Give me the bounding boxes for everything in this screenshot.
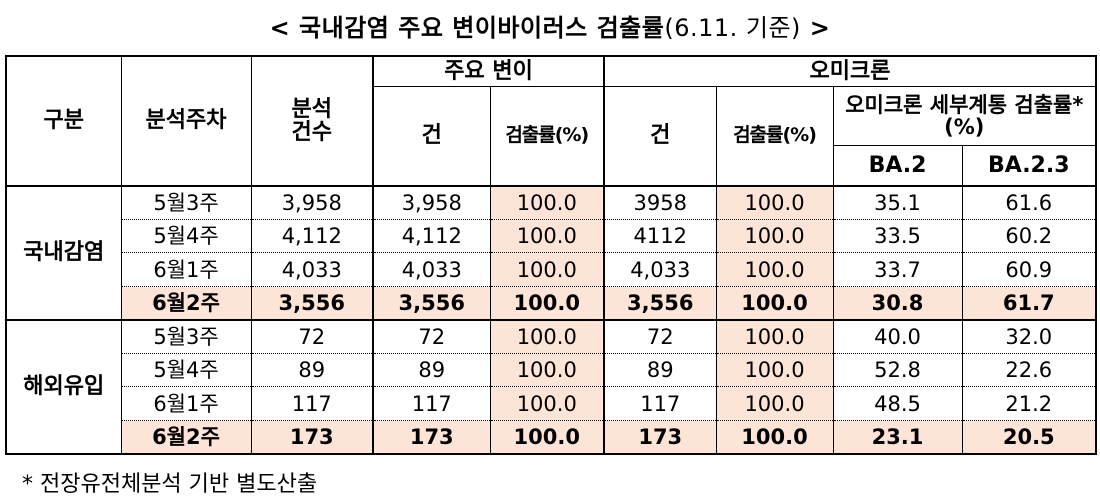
cell-week: 5월4주 bbox=[120, 218, 252, 254]
cell-count: 3,958 bbox=[250, 184, 374, 220]
header-count: 분석 건수 bbox=[250, 55, 374, 187]
cell-ba2: 52.8 bbox=[832, 352, 963, 388]
cell-count: 72 bbox=[250, 318, 374, 354]
cell-week: 6월2주 bbox=[120, 285, 252, 321]
cell-om-rate: 100.0 bbox=[715, 285, 834, 321]
cell-ba23: 61.6 bbox=[961, 184, 1097, 220]
header-om-rate: 검출률(%) bbox=[715, 85, 834, 187]
cell-ba2: 23.1 bbox=[832, 419, 963, 455]
cell-om-rate: 100.0 bbox=[715, 252, 834, 287]
cell-count: 3,556 bbox=[250, 285, 374, 321]
cell-mv-cases: 89 bbox=[372, 352, 491, 388]
title-main: < 국내감염 주요 변이바이러스 검출률 bbox=[269, 14, 665, 42]
header-mv-rate: 검출률(%) bbox=[489, 85, 605, 187]
cell-mv-rate: 100.0 bbox=[489, 386, 605, 421]
cell-ba23: 61.7 bbox=[961, 285, 1097, 321]
cell-week: 6월1주 bbox=[120, 252, 252, 287]
cell-mv-rate: 100.0 bbox=[489, 318, 605, 354]
header-subtype: 오미크론 세부계통 검출률*(%) bbox=[832, 85, 1097, 146]
cell-ba2: 33.7 bbox=[832, 252, 963, 287]
header-om-cases: 건 bbox=[603, 85, 717, 187]
cell-ba23: 60.9 bbox=[961, 252, 1097, 287]
cell-om-rate: 100.0 bbox=[715, 352, 834, 388]
table-row: 6월2주 3,556 3,556 100.0 3,556 100.0 30.8 … bbox=[6, 285, 1097, 321]
table-row: 6월1주 117 117 100.0 117 100.0 48.5 21.2 bbox=[6, 386, 1097, 421]
table-row: 5월4주 4,112 4,112 100.0 4112 100.0 33.5 6… bbox=[6, 218, 1097, 254]
cell-om-cases: 173 bbox=[603, 419, 717, 455]
cell-om-cases: 3,556 bbox=[603, 285, 717, 321]
table-row: 6월1주 4,033 4,033 100.0 4,033 100.0 33.7 … bbox=[6, 252, 1097, 287]
cell-ba23: 60.2 bbox=[961, 218, 1097, 254]
title-basis: (6.11. 기준) bbox=[664, 14, 801, 42]
cell-mv-rate: 100.0 bbox=[489, 419, 605, 455]
cell-count: 4,112 bbox=[250, 218, 374, 254]
cell-week: 5월3주 bbox=[120, 184, 252, 220]
header-mv-cases: 건 bbox=[372, 85, 491, 187]
table-row: 해외유입 5월3주 72 72 100.0 72 100.0 40.0 32.0 bbox=[5, 318, 1097, 456]
cell-count: 89 bbox=[250, 352, 374, 388]
cell-ba2: 33.5 bbox=[832, 218, 963, 254]
group-label: 해외유입 bbox=[5, 318, 122, 456]
cell-mv-cases: 117 bbox=[372, 386, 491, 421]
cell-om-rate: 100.0 bbox=[715, 419, 834, 455]
cell-om-rate: 100.0 bbox=[715, 386, 834, 421]
header-category: 구분 bbox=[5, 55, 122, 187]
cell-om-cases: 4,033 bbox=[603, 252, 717, 287]
cell-mv-cases: 3,958 bbox=[372, 184, 491, 220]
cell-ba2: 35.1 bbox=[832, 184, 963, 220]
cell-om-cases: 117 bbox=[603, 386, 717, 421]
variant-detection-table: 구분 분석주차 분석 건수 주요 변이 오미크론 건 검출률(%) 건 검출률(… bbox=[5, 55, 1098, 456]
cell-ba23: 22.6 bbox=[961, 352, 1097, 388]
footnote: * 전장유전체분석 기반 별도산출 bbox=[22, 472, 318, 497]
cell-ba23: 20.5 bbox=[961, 419, 1097, 455]
cell-om-cases: 89 bbox=[603, 352, 717, 388]
group-label: 국내감염 bbox=[5, 184, 122, 321]
cell-ba2: 48.5 bbox=[832, 386, 963, 421]
header-major-variant: 주요 변이 bbox=[372, 55, 605, 87]
cell-om-cases: 4112 bbox=[603, 218, 717, 254]
cell-mv-rate: 100.0 bbox=[489, 352, 605, 388]
table-row: 5월4주 89 89 100.0 89 100.0 52.8 22.6 bbox=[6, 352, 1097, 388]
cell-om-cases: 3958 bbox=[603, 184, 717, 220]
cell-mv-rate: 100.0 bbox=[489, 184, 605, 220]
cell-mv-rate: 100.0 bbox=[489, 252, 605, 287]
cell-count: 173 bbox=[250, 419, 374, 455]
header-ba2: BA.2 bbox=[832, 144, 963, 187]
cell-week: 6월1주 bbox=[120, 386, 252, 421]
cell-count: 4,033 bbox=[250, 252, 374, 287]
table-title: < 국내감염 주요 변이바이러스 검출률(6.11. 기준) > bbox=[0, 8, 1100, 43]
header-ba23: BA.2.3 bbox=[961, 144, 1097, 187]
header-omicron: 오미크론 bbox=[602, 55, 1097, 87]
cell-mv-cases: 4,033 bbox=[372, 252, 491, 287]
cell-mv-rate: 100.0 bbox=[489, 218, 605, 254]
cell-mv-cases: 4,112 bbox=[372, 218, 491, 254]
cell-ba23: 32.0 bbox=[961, 318, 1097, 354]
cell-week: 6월2주 bbox=[120, 419, 252, 455]
title-end: > bbox=[800, 14, 831, 42]
cell-ba2: 40.0 bbox=[832, 318, 963, 354]
cell-week: 5월4주 bbox=[120, 352, 252, 388]
cell-om-rate: 100.0 bbox=[715, 318, 834, 354]
table-row: 국내감염 5월3주 3,958 3,958 100.0 3958 100.0 3… bbox=[5, 184, 1097, 321]
cell-mv-cases: 72 bbox=[372, 318, 491, 354]
table-row: 6월2주 173 173 100.0 173 100.0 23.1 20.5 bbox=[6, 419, 1097, 455]
cell-om-rate: 100.0 bbox=[715, 184, 834, 220]
cell-mv-cases: 173 bbox=[372, 419, 491, 455]
cell-ba2: 30.8 bbox=[832, 285, 963, 321]
cell-ba23: 21.2 bbox=[961, 386, 1097, 421]
cell-mv-rate: 100.0 bbox=[489, 285, 605, 321]
cell-week: 5월3주 bbox=[120, 318, 252, 354]
cell-om-rate: 100.0 bbox=[715, 218, 834, 254]
cell-mv-cases: 3,556 bbox=[372, 285, 491, 321]
cell-count: 117 bbox=[250, 386, 374, 421]
header-week: 분석주차 bbox=[120, 55, 252, 187]
cell-om-cases: 72 bbox=[603, 318, 717, 354]
